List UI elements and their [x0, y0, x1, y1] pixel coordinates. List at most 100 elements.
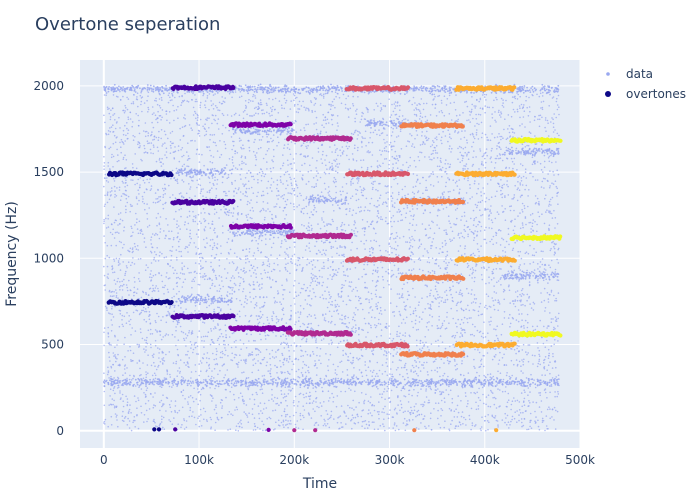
data-point	[255, 106, 257, 109]
data-point	[258, 131, 260, 133]
data-point	[222, 124, 224, 127]
data-point	[130, 298, 133, 300]
data-point	[505, 348, 507, 350]
data-point	[123, 368, 126, 370]
data-point	[305, 107, 308, 109]
data-point	[192, 106, 195, 109]
data-point	[393, 220, 396, 223]
data-point	[214, 257, 217, 259]
data-point	[508, 131, 511, 134]
data-point	[286, 358, 288, 360]
data-point	[537, 268, 539, 270]
data-point	[385, 322, 388, 325]
data-point	[467, 264, 470, 267]
data-point	[479, 399, 482, 402]
data-point	[271, 398, 273, 400]
data-point	[358, 340, 361, 343]
data-point	[272, 181, 275, 183]
data-point	[528, 221, 530, 224]
data-point	[511, 374, 513, 377]
data-point	[459, 301, 462, 304]
data-point	[353, 230, 355, 232]
data-point	[553, 247, 556, 250]
data-point	[285, 180, 288, 182]
data-point	[550, 204, 552, 206]
data-point	[252, 100, 254, 102]
data-point	[165, 410, 167, 412]
data-point	[313, 291, 315, 294]
data-point	[388, 254, 391, 256]
data-point	[445, 181, 448, 184]
data-point	[255, 152, 258, 154]
data-point	[389, 262, 392, 264]
data-point	[308, 204, 310, 206]
data-point	[504, 196, 506, 198]
data-point	[299, 313, 302, 315]
data-point	[272, 160, 274, 163]
data-point	[494, 217, 497, 220]
data-point	[210, 381, 212, 383]
data-point	[552, 355, 554, 358]
data-point	[391, 192, 394, 194]
data-point	[516, 188, 519, 191]
data-point	[324, 188, 327, 190]
data-point	[310, 100, 312, 102]
data-point	[495, 407, 498, 409]
data-point	[113, 291, 115, 293]
data-point	[491, 227, 493, 230]
data-point	[348, 359, 350, 362]
data-point	[477, 138, 480, 140]
data-point	[410, 251, 413, 253]
data-point	[213, 229, 215, 231]
data-point	[296, 186, 299, 189]
data-point	[451, 296, 454, 299]
data-point	[322, 424, 325, 427]
data-point	[400, 389, 403, 392]
data-point	[391, 155, 394, 158]
data-point	[118, 363, 121, 366]
data-point	[266, 202, 269, 204]
data-point	[188, 124, 191, 126]
data-point	[462, 112, 464, 114]
data-point	[360, 118, 363, 121]
data-point	[508, 125, 511, 127]
data-point	[112, 131, 114, 133]
data-point	[301, 338, 303, 341]
data-point	[248, 320, 250, 323]
data-point	[109, 127, 111, 129]
data-point	[144, 269, 147, 272]
data-point	[379, 249, 382, 252]
data-point	[332, 401, 335, 403]
data-point	[141, 110, 143, 113]
data-point	[416, 344, 418, 347]
data-point	[132, 101, 135, 103]
data-point	[450, 293, 452, 296]
data-point	[541, 116, 543, 119]
data-point	[118, 257, 121, 260]
data-point	[556, 187, 558, 190]
data-point	[114, 176, 117, 179]
data-point	[557, 317, 559, 320]
data-point	[445, 255, 447, 258]
data-point	[125, 208, 127, 211]
data-point	[172, 384, 174, 386]
data-point	[436, 371, 439, 373]
data-point	[526, 106, 528, 109]
data-point	[255, 302, 258, 304]
data-point	[399, 155, 401, 157]
data-point	[499, 278, 502, 280]
data-point	[108, 112, 111, 115]
data-point	[196, 223, 199, 225]
data-point	[377, 166, 379, 169]
data-point	[187, 401, 189, 403]
data-point	[369, 360, 371, 363]
data-point	[280, 342, 283, 344]
data-point	[454, 182, 457, 184]
data-point	[460, 154, 463, 156]
data-point	[416, 395, 419, 397]
data-point	[302, 354, 305, 357]
data-point	[496, 384, 498, 386]
data-point	[223, 141, 225, 143]
data-point	[543, 268, 546, 270]
data-point	[166, 272, 168, 274]
